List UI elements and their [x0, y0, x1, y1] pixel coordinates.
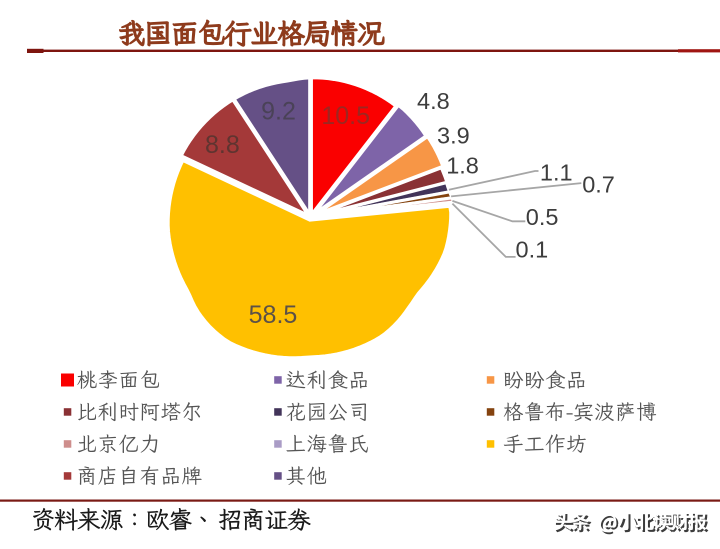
svg-text:10.5: 10.5 — [321, 102, 370, 130]
svg-text:8.8: 8.8 — [205, 131, 240, 159]
svg-text:0.7: 0.7 — [582, 171, 615, 197]
svg-text:3.9: 3.9 — [437, 123, 470, 149]
svg-text:0.1: 0.1 — [516, 237, 549, 263]
svg-text:0.5: 0.5 — [526, 204, 559, 230]
svg-text:1.8: 1.8 — [446, 152, 479, 178]
svg-text:9.2: 9.2 — [261, 98, 296, 126]
svg-text:4.8: 4.8 — [417, 88, 450, 114]
svg-text:58.5: 58.5 — [249, 301, 298, 329]
svg-text:1.1: 1.1 — [540, 159, 573, 185]
